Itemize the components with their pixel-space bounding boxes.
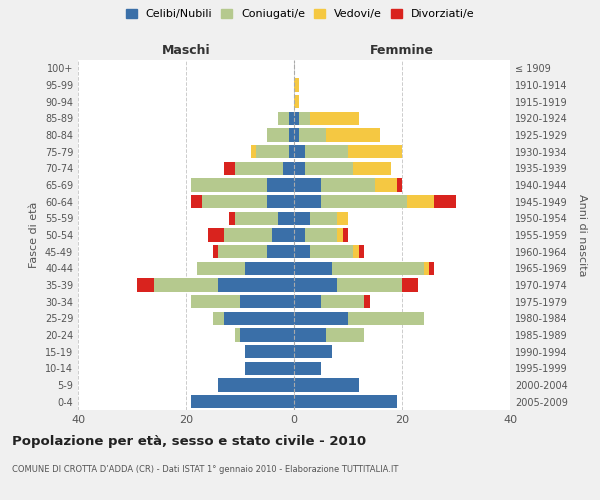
Bar [294, 145, 305, 158]
Bar [245, 345, 294, 358]
Bar [235, 212, 278, 225]
Bar [305, 162, 353, 175]
Bar [251, 145, 256, 158]
Bar [294, 262, 332, 275]
Bar [294, 312, 348, 325]
Bar [364, 295, 370, 308]
Bar [310, 112, 359, 125]
Bar [337, 212, 348, 225]
Bar [197, 262, 245, 275]
Bar [434, 195, 456, 208]
Bar [375, 178, 397, 192]
Bar [278, 112, 289, 125]
Text: Femmine: Femmine [370, 44, 434, 57]
Bar [218, 278, 294, 291]
Bar [294, 128, 299, 141]
Bar [310, 212, 337, 225]
Bar [294, 245, 310, 258]
Bar [240, 295, 294, 308]
Bar [191, 395, 294, 408]
Bar [137, 278, 154, 291]
Bar [326, 328, 364, 342]
Bar [267, 195, 294, 208]
Bar [294, 78, 299, 92]
Bar [397, 178, 402, 192]
Bar [321, 178, 375, 192]
Bar [294, 378, 359, 392]
Bar [191, 178, 267, 192]
Bar [321, 195, 407, 208]
Bar [294, 328, 326, 342]
Bar [245, 362, 294, 375]
Bar [310, 245, 353, 258]
Bar [294, 212, 310, 225]
Bar [294, 162, 305, 175]
Bar [191, 295, 240, 308]
Bar [294, 112, 299, 125]
Bar [359, 245, 364, 258]
Bar [224, 162, 235, 175]
Bar [229, 212, 235, 225]
Bar [294, 228, 305, 241]
Bar [348, 312, 424, 325]
Bar [267, 178, 294, 192]
Bar [429, 262, 434, 275]
Bar [337, 228, 343, 241]
Text: Maschi: Maschi [161, 44, 211, 57]
Bar [245, 262, 294, 275]
Text: Popolazione per età, sesso e stato civile - 2010: Popolazione per età, sesso e stato civil… [12, 435, 366, 448]
Bar [353, 162, 391, 175]
Bar [218, 245, 267, 258]
Bar [321, 295, 364, 308]
Bar [278, 212, 294, 225]
Bar [283, 162, 294, 175]
Bar [294, 195, 321, 208]
Bar [235, 162, 283, 175]
Bar [353, 245, 359, 258]
Bar [289, 145, 294, 158]
Bar [154, 278, 218, 291]
Bar [294, 345, 332, 358]
Bar [294, 278, 337, 291]
Bar [294, 178, 321, 192]
Bar [343, 228, 348, 241]
Bar [256, 145, 289, 158]
Bar [267, 245, 294, 258]
Bar [326, 128, 380, 141]
Bar [202, 195, 267, 208]
Bar [332, 262, 424, 275]
Bar [191, 195, 202, 208]
Bar [267, 128, 289, 141]
Bar [272, 228, 294, 241]
Bar [294, 395, 397, 408]
Bar [348, 145, 402, 158]
Text: COMUNE DI CROTTA D’ADDA (CR) - Dati ISTAT 1° gennaio 2010 - Elaborazione TUTTITA: COMUNE DI CROTTA D’ADDA (CR) - Dati ISTA… [12, 465, 398, 474]
Bar [218, 378, 294, 392]
Bar [424, 262, 429, 275]
Bar [294, 95, 299, 108]
Bar [240, 328, 294, 342]
Bar [213, 245, 218, 258]
Legend: Celibi/Nubili, Coniugati/e, Vedovi/e, Divorziati/e: Celibi/Nubili, Coniugati/e, Vedovi/e, Di… [122, 6, 478, 22]
Bar [224, 312, 294, 325]
Bar [305, 228, 337, 241]
Bar [294, 362, 321, 375]
Bar [337, 278, 402, 291]
Bar [402, 278, 418, 291]
Bar [299, 112, 310, 125]
Bar [294, 295, 321, 308]
Bar [289, 128, 294, 141]
Bar [299, 128, 326, 141]
Bar [235, 328, 240, 342]
Bar [224, 228, 272, 241]
Y-axis label: Anni di nascita: Anni di nascita [577, 194, 587, 276]
Bar [289, 112, 294, 125]
Bar [213, 312, 224, 325]
Y-axis label: Fasce di età: Fasce di età [29, 202, 39, 268]
Bar [305, 145, 348, 158]
Bar [208, 228, 224, 241]
Bar [407, 195, 434, 208]
